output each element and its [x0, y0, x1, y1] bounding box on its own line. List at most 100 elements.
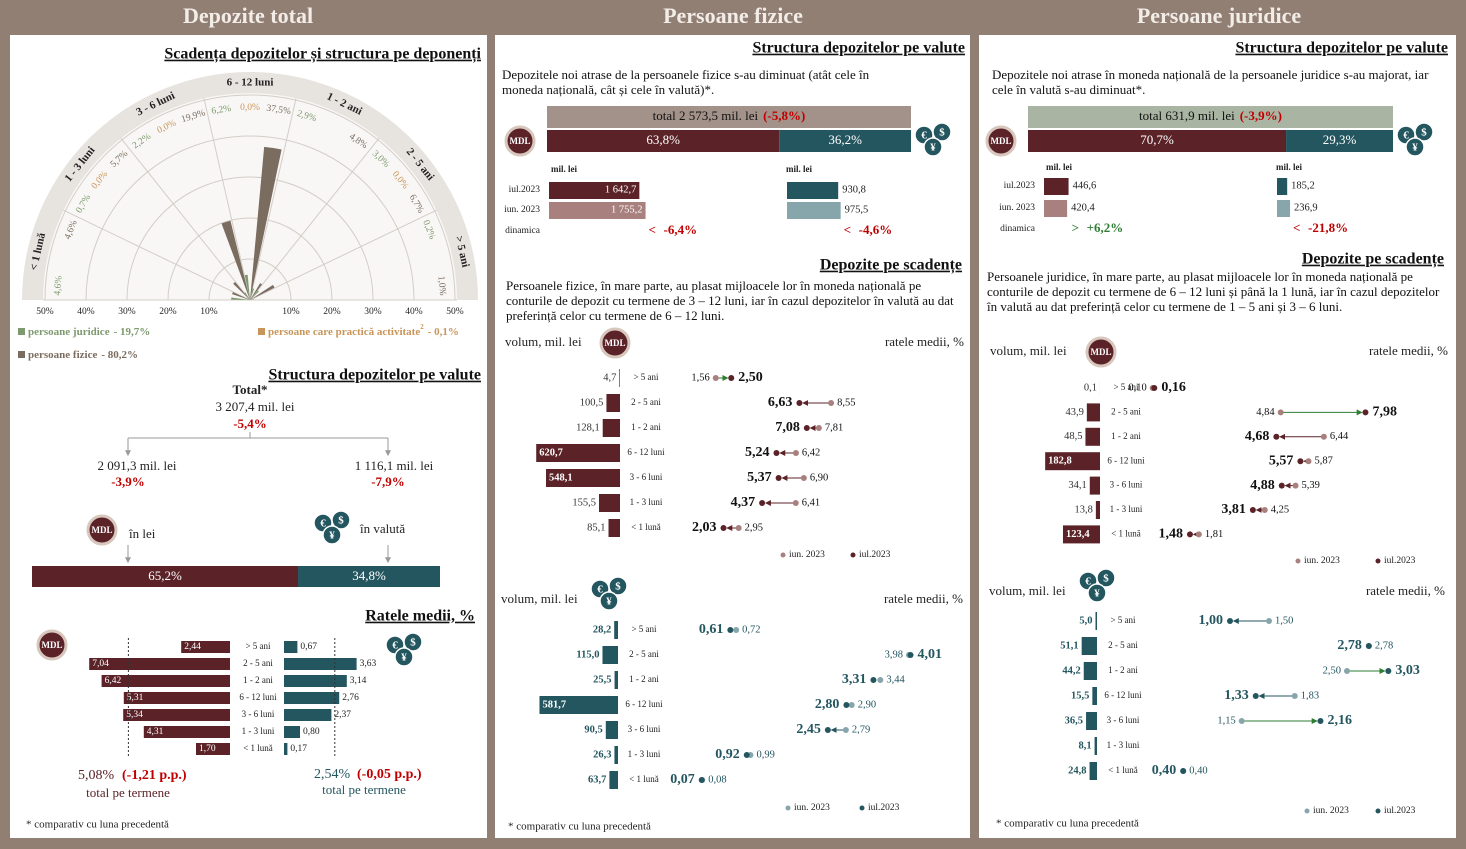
value-label: 8,55	[837, 397, 855, 408]
bar	[1045, 452, 1100, 471]
badge-label: MDL	[510, 136, 531, 146]
legend-dot	[785, 805, 791, 811]
value-label: 2,78	[1375, 640, 1393, 651]
text-label: iul.2023	[509, 185, 541, 195]
bar	[1089, 476, 1100, 495]
value-label: 5,87	[1314, 456, 1332, 467]
polar-wedge	[233, 281, 250, 300]
dot	[1292, 482, 1299, 489]
bar	[614, 746, 618, 764]
r-tick-label: 20%	[159, 307, 177, 317]
text-label: în lei	[128, 526, 156, 541]
value-label: 0,0%	[240, 103, 260, 113]
category-label: 3 - 6 luni	[1107, 715, 1140, 725]
category-label: 2 - 5 ani	[629, 649, 659, 659]
value-label: 7,08	[775, 420, 800, 435]
dot	[773, 450, 780, 456]
currency-symbol: ¥	[1412, 142, 1418, 154]
text-label: 3 207,4 mil. lei	[215, 399, 294, 414]
value-label: 4,68	[1245, 429, 1270, 444]
dot	[1227, 618, 1233, 624]
currency-symbol: €	[597, 584, 603, 596]
sector-line	[203, 98, 251, 301]
bar	[284, 675, 347, 687]
text-label: 70,7%	[1140, 132, 1174, 147]
polar-wedge	[247, 298, 250, 300]
bar	[298, 566, 440, 587]
bar	[609, 771, 618, 789]
bar	[539, 696, 618, 714]
dot	[733, 627, 740, 633]
category-label: > 5 ani	[245, 641, 271, 651]
badge-label: MDL	[92, 525, 113, 535]
legend-dot	[1304, 808, 1310, 814]
value-label: 0,17	[290, 744, 307, 754]
bar	[1044, 178, 1069, 195]
text-label: -7,9%	[371, 474, 405, 489]
polar-wedge	[244, 274, 250, 300]
dot	[842, 727, 849, 733]
category-label: 1 - 3 luni	[1110, 504, 1143, 514]
category-label: 1 - 3 luni	[628, 749, 661, 759]
value-label: 5,37	[747, 470, 772, 485]
legend-name: persoane care practică activitate	[268, 326, 420, 338]
value-label: 581,7	[542, 699, 566, 710]
change-label: -6,4%	[664, 222, 698, 237]
bar	[547, 130, 780, 152]
bar	[546, 469, 620, 487]
value-label: 3,31	[842, 672, 867, 687]
value-label: 1,56	[691, 372, 709, 383]
dot	[743, 752, 750, 758]
category-label: 1 - 2 ani	[1111, 431, 1141, 441]
badge-label: MDL	[605, 338, 626, 348]
currency-symbol: ¥	[1094, 588, 1100, 600]
currency-symbol: €	[1085, 576, 1091, 588]
value-label: 6,41	[802, 497, 820, 508]
r-tick-label: 30%	[364, 307, 382, 317]
bar	[1277, 178, 1288, 195]
value-label: 24,8	[1068, 765, 1086, 776]
dot	[1291, 693, 1298, 699]
value-label: 2,16	[1327, 713, 1352, 728]
r-tick-label: 30%	[118, 307, 136, 317]
section-title: Depozite pe scadențe	[1302, 251, 1444, 269]
bar	[1085, 427, 1100, 446]
panel-header: Depozite total	[183, 3, 313, 28]
r-tick-label: 10%	[282, 307, 300, 317]
change-label: -4,6%	[859, 222, 893, 237]
value-label: 2,45	[796, 722, 821, 737]
category-label: 1 - 2 ani	[243, 675, 273, 685]
change-label: -21,8%	[1308, 220, 1348, 235]
dot	[1344, 668, 1350, 674]
legend-swatch	[18, 351, 25, 358]
currency-symbol: $	[410, 637, 416, 649]
section-title: Structura depozitelor pe valute	[268, 367, 481, 384]
legend-name: persoane juridice	[28, 326, 110, 338]
category-label: 6 - 12 luni	[1104, 690, 1142, 700]
bar	[1081, 637, 1097, 655]
value-label: 85,1	[587, 522, 605, 533]
value-label: 4,31	[147, 727, 164, 737]
mdl-badge	[599, 327, 631, 359]
category-label: > 5 ani	[631, 624, 657, 634]
legend-dot	[850, 552, 856, 558]
bar	[181, 641, 230, 653]
text-label: -3,9%	[111, 474, 145, 489]
value-label: 13,8	[1074, 504, 1092, 515]
legend-label: iul.2023	[868, 803, 900, 813]
category-label: 1 - 2 ani	[629, 674, 659, 684]
value-label: 25,5	[593, 674, 611, 685]
text-label: 36,2%	[828, 132, 862, 147]
value-label: 43,9	[1065, 407, 1083, 418]
value-label: 15,5	[1071, 690, 1089, 701]
category-label: 2 - 5 ani	[1108, 640, 1138, 650]
total-label: total 631,9 mil. lei (-3,9%)	[1139, 108, 1282, 123]
value-label: 0,08	[708, 774, 726, 785]
bar	[606, 394, 620, 412]
dot	[1186, 531, 1193, 538]
bar	[602, 419, 620, 437]
dot	[792, 500, 799, 506]
text-label: ratele medii, %	[885, 334, 964, 349]
